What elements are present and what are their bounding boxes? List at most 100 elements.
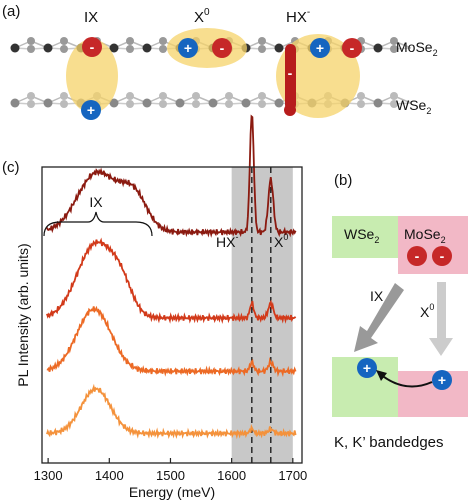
wse2-layer-label: WSe2 — [396, 97, 431, 116]
plot-frame — [41, 166, 303, 464]
pl-chart: 1300 1400 1500 1600 1700 Energy (meV) PL Int… — [15, 114, 307, 500]
x-tick-label: 1400 — [95, 468, 124, 483]
band-electron-1: - — [407, 246, 427, 266]
svg-text:+: + — [438, 372, 446, 388]
lattice-atom — [192, 100, 200, 108]
x0-hole: + — [178, 38, 198, 58]
lattice-atom — [60, 37, 68, 45]
lattice-atom — [390, 92, 398, 100]
x0-transition-arrow — [429, 282, 453, 356]
lattice-atom — [390, 37, 398, 45]
lattice-atom — [27, 92, 35, 100]
lattice-atom — [159, 92, 167, 100]
lattice-atom — [357, 92, 365, 100]
lattice-atom — [60, 45, 68, 53]
x0-label: X0 — [194, 7, 210, 26]
lattice-atom — [109, 43, 119, 53]
lattice-atom — [241, 98, 251, 108]
lattice-atom — [159, 37, 167, 45]
ix-hole: + — [81, 100, 101, 120]
svg-text:-: - — [90, 39, 95, 55]
lattice-atom — [258, 45, 266, 53]
exciton-labels: IX X0 HX- — [84, 7, 310, 26]
lattice-atom — [126, 37, 134, 45]
hx-label: HX- — [286, 7, 310, 26]
ix-label: IX — [84, 9, 98, 26]
svg-text:+: + — [316, 40, 324, 56]
lattice-atom — [225, 92, 233, 100]
mose2-layer-label: MoSe2 — [396, 39, 438, 58]
ix-bracket-label: IX — [89, 194, 103, 210]
x-tick-label: 1600 — [217, 468, 246, 483]
lattice-atom — [390, 100, 398, 108]
exciton-glows — [66, 28, 360, 118]
lattice-atom — [142, 43, 152, 53]
lattice-atom — [126, 100, 134, 108]
lattice-atom — [274, 98, 284, 108]
pl-series-1 — [46, 114, 297, 238]
mose2-band-label: MoSe2 — [404, 226, 446, 245]
svg-text:-: - — [350, 40, 355, 56]
wse2-band-label: WSe2 — [344, 226, 379, 245]
lattice-atom — [126, 92, 134, 100]
hx-peak-label: HX- — [216, 232, 238, 250]
lattice-atom — [225, 100, 233, 108]
lattice-atom — [60, 100, 68, 108]
lattice-atom — [159, 45, 167, 53]
lattice-atom — [274, 43, 284, 53]
bandedges-caption: K, K’ bandedges — [334, 434, 444, 451]
hx-electron: - — [342, 38, 362, 58]
x-ticks: 1300 1400 1500 1600 1700 — [34, 458, 307, 483]
hx-hole: + — [310, 38, 330, 58]
x0-peak-label: X0 — [274, 232, 288, 250]
pl-series-4 — [46, 383, 297, 440]
lattice-atom — [192, 92, 200, 100]
lattice-atom — [175, 98, 185, 108]
band-electron-2: - — [432, 246, 452, 266]
mose2-conduction-band — [398, 216, 468, 274]
svg-text:-: - — [288, 65, 293, 81]
lattice-atom — [27, 45, 35, 53]
x0-transition-label: X0 — [420, 302, 434, 320]
svg-text:-: - — [440, 248, 445, 264]
lattice-atom — [126, 45, 134, 53]
band-hole-wse2: + — [357, 358, 377, 378]
wse2-conduction-band — [332, 216, 398, 258]
hole-transfer-arrow — [379, 373, 433, 388]
x-tick-label: 1500 — [156, 468, 185, 483]
panel-c-label: (c) — [2, 159, 20, 176]
x0-electron: - — [212, 38, 232, 58]
hole-transfer-arrowhead — [376, 370, 387, 381]
lattice-atom — [258, 37, 266, 45]
lattice-atom — [60, 92, 68, 100]
svg-text:+: + — [184, 40, 192, 56]
svg-text:+: + — [87, 102, 95, 118]
lattice-atom — [109, 98, 119, 108]
lattice-atom — [27, 100, 35, 108]
lattice-atom — [258, 92, 266, 100]
x-tick-label: 1300 — [34, 468, 63, 483]
pl-curves — [46, 114, 297, 440]
ix-transition-label: IX — [370, 288, 384, 304]
lattice-atom — [10, 98, 20, 108]
band-hole-mose2: + — [432, 370, 452, 390]
band-diagram: WSe2 MoSe2 - - IX X0 + + K, K’ bandedges — [332, 216, 468, 451]
x-tick-label: 1700 — [278, 468, 307, 483]
panel-a-label: (a) — [2, 3, 20, 20]
svg-text:+: + — [363, 360, 371, 376]
lattice-atom — [373, 98, 383, 108]
lattice-atom — [208, 98, 218, 108]
lattice-atom — [43, 43, 53, 53]
x0-glow — [167, 28, 247, 68]
lattice-atom — [373, 43, 383, 53]
hx-glow — [276, 34, 360, 118]
ix-transition-arrow — [354, 283, 404, 352]
svg-text:-: - — [415, 248, 420, 264]
lattice-atom — [159, 100, 167, 108]
hx-electron-interlayer: - — [284, 44, 296, 116]
ix-glow — [66, 39, 118, 113]
pl-series-2 — [46, 237, 297, 325]
ix-electron: - — [82, 37, 102, 57]
lattice-atom — [258, 100, 266, 108]
